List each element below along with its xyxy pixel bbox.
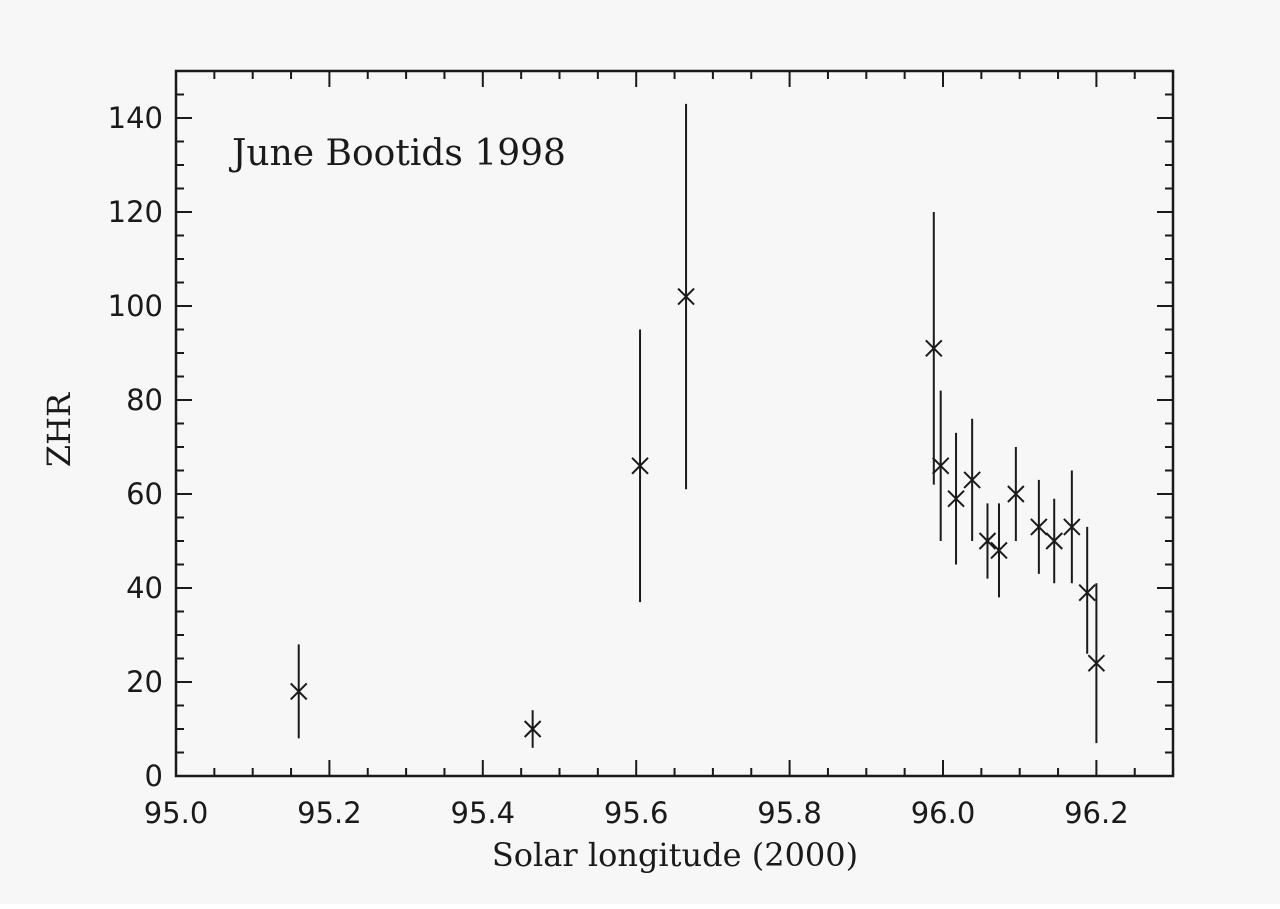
point-marker-stroke: [1078, 583, 1096, 602]
tick-marks: [175, 70, 1175, 777]
point-marker-stroke: [677, 287, 695, 306]
point-marker-stroke: [290, 682, 308, 701]
y-tick-label: 40: [126, 571, 163, 605]
data-point: [1087, 583, 1106, 744]
y-tick-label: 140: [108, 101, 163, 135]
y-tick-label: 20: [126, 665, 163, 699]
x-tick-label: 95.4: [451, 796, 516, 830]
point-marker-stroke: [925, 339, 943, 358]
point-marker-stroke: [990, 541, 1008, 560]
data-point: [631, 329, 649, 603]
point-marker-stroke: [931, 457, 950, 475]
point-marker-stroke: [1007, 485, 1025, 503]
x-tick-label: 95.2: [297, 796, 362, 830]
point-marker-stroke: [631, 457, 649, 475]
point-marker-stroke: [947, 489, 965, 508]
data-point: [1063, 470, 1081, 584]
data-point: [978, 503, 997, 579]
point-marker-stroke: [1045, 532, 1063, 550]
x-tick-label: 95.0: [144, 796, 209, 830]
y-tick-label: 0: [145, 759, 163, 793]
x-tick-label: 95.8: [757, 796, 822, 830]
data-point: [1045, 498, 1063, 584]
y-axis-title: ZHR: [40, 392, 78, 467]
data-point: [963, 418, 981, 541]
data-point: [947, 432, 965, 565]
point-marker-stroke: [523, 720, 542, 738]
data-point: [990, 503, 1008, 598]
plot-frame: [174, 69, 1175, 778]
data-point: [523, 710, 542, 748]
y-tick-label: 120: [108, 195, 163, 229]
data-point: [290, 644, 308, 739]
x-tick-label: 95.6: [604, 796, 669, 830]
point-marker-stroke: [1063, 518, 1081, 536]
data-point: [677, 103, 695, 490]
data-points: [290, 103, 1106, 748]
x-tick-label: 96.2: [1064, 796, 1129, 830]
y-tick-label: 80: [126, 383, 163, 417]
point-marker-stroke: [978, 532, 997, 550]
y-tick-label: 60: [126, 477, 163, 511]
x-axis-title: Solar longitude (2000): [492, 836, 858, 874]
data-point: [1030, 479, 1048, 574]
data-point: [931, 390, 950, 541]
data-point: [1007, 447, 1025, 541]
data-point: [925, 212, 943, 485]
tick-labels: 95.0 95.2 95.4 95.6 95.8 96.0 96.2 0 20 40 60 80 100…: [108, 101, 1129, 830]
point-marker-stroke: [1087, 654, 1106, 672]
x-tick-label: 96.0: [911, 796, 976, 830]
point-marker-stroke: [1030, 518, 1048, 536]
chart-title: June Bootids 1998: [228, 133, 566, 174]
data-point: [1078, 526, 1096, 654]
point-marker-stroke: [963, 471, 981, 489]
y-tick-label: 100: [108, 289, 163, 323]
